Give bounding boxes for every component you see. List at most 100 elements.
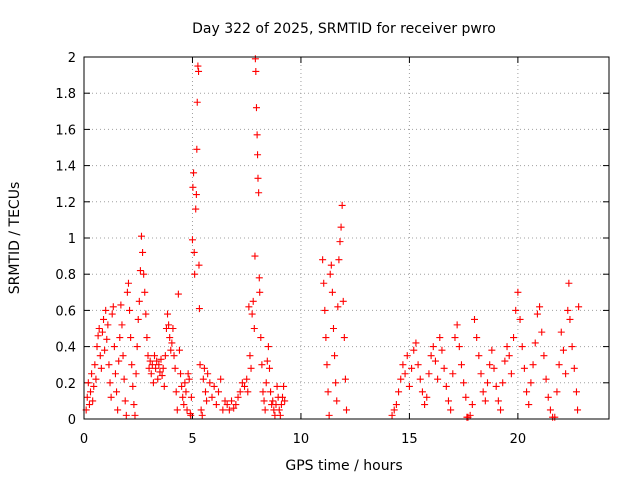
data-point [215,388,223,396]
data-point [210,382,218,390]
data-point [115,357,123,365]
data-point [322,334,330,342]
data-point [192,191,200,199]
data-point [546,406,554,414]
data-point [191,270,199,278]
data-point [238,379,246,387]
data-point [162,325,170,332]
data-point [523,388,531,396]
data-point [343,406,350,414]
data-point [122,411,130,419]
data-point [230,404,238,412]
plot-frame [83,56,610,420]
data-point [184,370,192,378]
y-tick-label: 1.6 [55,123,76,138]
data-point [133,343,141,351]
data-point [255,274,263,282]
data-point [490,364,498,372]
data-point [134,315,142,323]
data-point [431,357,439,365]
data-point [444,397,452,405]
data-point [341,375,349,383]
data-point [401,370,409,378]
data-point [434,375,442,383]
y-tick-label: 1.2 [55,196,76,211]
data-point [221,397,229,405]
data-point [232,401,240,409]
data-point [418,388,426,396]
data-point [165,321,173,329]
data-point [505,352,513,360]
data-point [540,352,548,360]
data-point [85,401,93,409]
data-point [525,401,533,409]
data-point [145,364,153,372]
data-point [174,290,182,298]
data-point [132,370,140,378]
data-point [277,401,285,409]
data-point [246,352,254,360]
data-point [113,388,121,396]
data-point [436,334,444,342]
data-point [514,288,522,296]
data-point [91,361,99,369]
data-point [440,364,448,372]
data-point [253,131,261,139]
data-point [279,393,287,401]
data-point [187,411,195,419]
axis-ticks: 00.20.40.60.811.21.41.61.820 5 10 15 20 [55,51,609,447]
data-point [324,388,332,396]
data-point [102,306,110,314]
data-point [564,306,572,314]
data-point [460,379,468,387]
x-tick-label: 5 [188,432,196,447]
data-point [158,372,166,380]
data-point [488,346,496,354]
data-point [329,325,337,332]
data-point [193,98,201,106]
data-point [111,370,119,378]
data-point [188,236,196,244]
data-point [175,346,183,354]
data-point [248,310,256,318]
data-point [149,379,157,387]
data-point [327,261,335,269]
data-point [166,334,174,342]
data-point [89,397,97,405]
data-point [542,375,550,383]
data-point [562,370,570,378]
data-point [390,406,398,414]
data-point [127,334,135,342]
data-point [405,382,413,390]
data-point [442,382,450,390]
data-point [557,328,565,336]
data-point [173,406,181,414]
data-point [152,364,160,372]
data-point [264,343,272,351]
data-point [182,388,190,396]
data-point [139,248,147,256]
data-point [124,279,132,287]
data-point [129,382,137,390]
data-point [208,393,216,401]
data-point [194,62,202,70]
data-point [259,388,267,396]
data-point [200,364,208,372]
data-point [104,321,112,329]
data-point [195,305,203,313]
y-tick-label: 0 [68,413,76,428]
data-point [531,339,539,347]
y-tick-label: 0.4 [55,341,76,356]
data-point [449,370,457,378]
data-point [142,310,150,318]
data-point [256,288,264,296]
data-point [336,238,344,246]
data-point [258,361,266,369]
data-point [265,364,273,372]
data-point [423,393,431,401]
data-point [154,375,162,383]
data-point [395,388,403,396]
data-point [570,364,578,372]
data-point [161,352,169,360]
data-point [107,393,115,401]
